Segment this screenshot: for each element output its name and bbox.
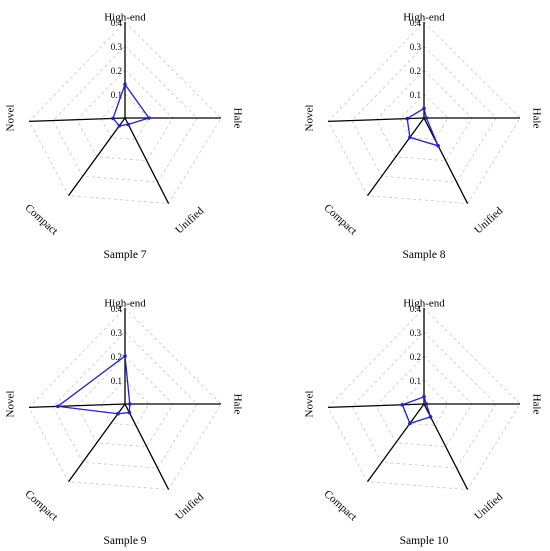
axis-spoke <box>328 403 425 408</box>
tick-label: 0.2 <box>111 352 122 362</box>
data-point <box>111 116 115 121</box>
axis-label: Compact <box>23 202 61 237</box>
axis-label: Unified <box>472 491 505 523</box>
data-point <box>56 404 60 409</box>
chart-title: Sample 8 <box>402 249 445 261</box>
axis-label: Novel <box>5 105 17 132</box>
tick-label: 0.2 <box>410 352 421 362</box>
tick-label: 0.1 <box>111 376 122 386</box>
axis-spoke <box>367 117 425 197</box>
data-point <box>123 82 127 87</box>
data-point <box>428 415 433 419</box>
data-point <box>436 144 440 148</box>
tick-label: 0.3 <box>111 42 123 52</box>
chart-title: Sample 9 <box>103 535 146 547</box>
data-point <box>123 354 127 358</box>
grid-ring <box>375 355 473 448</box>
grid-ring <box>399 379 449 426</box>
tick-label: 0.3 <box>410 42 422 52</box>
data-point <box>408 135 412 140</box>
series-line <box>401 395 432 425</box>
axis-label: Unified <box>173 491 206 523</box>
axis-label: High-end <box>104 12 146 24</box>
data-point <box>126 122 131 127</box>
axis-spoke <box>29 117 126 122</box>
tick-label: 0.4 <box>410 304 422 314</box>
axis-label: Hale <box>231 108 243 129</box>
axis-spoke <box>328 117 425 122</box>
tick-label: 0.1 <box>410 90 421 100</box>
axis-label: Hale <box>231 394 243 415</box>
series-line <box>56 354 131 415</box>
data-point <box>405 116 410 121</box>
axis-spoke <box>124 403 170 490</box>
series-line <box>112 83 151 127</box>
tick-label: 0.4 <box>111 304 123 314</box>
grid-ring <box>375 69 473 162</box>
data-point <box>424 116 429 120</box>
axis-spoke <box>367 403 425 483</box>
tick-label: 0.1 <box>410 376 421 386</box>
grid-ring <box>100 93 150 140</box>
axis-spoke <box>124 117 170 204</box>
axis-label: High-end <box>403 298 445 310</box>
tick-label: 0.3 <box>111 328 123 338</box>
axis-label: Hale <box>530 108 542 129</box>
data-point <box>116 411 120 416</box>
tick-label: 0.2 <box>111 66 122 76</box>
tick-label: 0.3 <box>410 328 422 338</box>
axis-label: High-end <box>104 298 146 310</box>
axis-label: Novel <box>304 105 316 132</box>
grid-ring <box>351 331 497 469</box>
data-point <box>147 116 151 120</box>
axis-label: Novel <box>304 391 316 418</box>
axis-label: High-end <box>403 12 445 24</box>
data-point <box>117 123 122 128</box>
grid-ring <box>52 331 198 469</box>
grid-ring <box>100 379 150 426</box>
data-point <box>424 402 429 406</box>
axis-spoke <box>68 403 126 483</box>
axis-spoke <box>29 403 126 408</box>
grid-ring <box>76 355 174 448</box>
tick-label: 0.2 <box>410 66 421 76</box>
data-point <box>408 421 412 426</box>
axis-label: Compact <box>322 202 360 237</box>
data-point <box>422 395 426 399</box>
axis-label: Compact <box>23 488 61 523</box>
data-point <box>422 106 426 111</box>
grid-ring <box>399 93 449 140</box>
grid-ring <box>76 69 174 162</box>
axis-label: Novel <box>5 391 17 418</box>
axis-label: Compact <box>322 488 360 523</box>
chart-title: Sample 7 <box>103 249 146 261</box>
tick-label: 0.1 <box>111 90 122 100</box>
data-point <box>127 410 132 415</box>
axis-label: Hale <box>530 394 542 415</box>
series-line <box>406 107 440 147</box>
grid-ring <box>351 45 497 183</box>
axis-spoke <box>423 117 469 204</box>
axis-label: Unified <box>173 205 206 237</box>
axis-spoke <box>68 117 126 197</box>
data-point <box>128 402 132 406</box>
axis-label: Unified <box>472 205 505 237</box>
tick-label: 0.4 <box>410 18 422 28</box>
grid-ring <box>52 45 198 183</box>
tick-label: 0.4 <box>111 18 123 28</box>
data-point <box>400 402 405 407</box>
chart-title: Sample 10 <box>400 535 449 547</box>
